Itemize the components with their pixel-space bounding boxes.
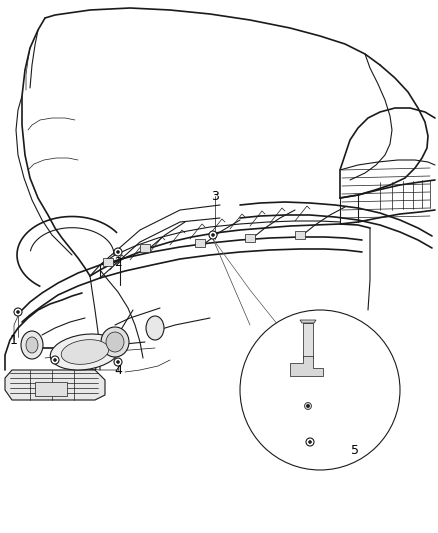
Ellipse shape xyxy=(61,340,109,365)
Polygon shape xyxy=(295,231,305,239)
Ellipse shape xyxy=(50,334,120,370)
Text: 2: 2 xyxy=(114,255,122,269)
Circle shape xyxy=(209,231,217,239)
Ellipse shape xyxy=(106,332,124,352)
Polygon shape xyxy=(5,370,105,400)
Text: 5: 5 xyxy=(351,443,359,456)
Circle shape xyxy=(114,248,122,256)
Circle shape xyxy=(306,438,314,446)
Circle shape xyxy=(53,359,57,361)
Circle shape xyxy=(307,405,310,408)
Polygon shape xyxy=(300,320,316,323)
Circle shape xyxy=(309,441,311,443)
Ellipse shape xyxy=(146,316,164,340)
Polygon shape xyxy=(290,356,323,376)
Circle shape xyxy=(304,402,311,409)
Circle shape xyxy=(17,311,19,313)
Circle shape xyxy=(212,233,214,237)
Text: 1: 1 xyxy=(10,334,18,346)
Circle shape xyxy=(240,310,400,470)
Polygon shape xyxy=(245,234,255,242)
Ellipse shape xyxy=(26,337,38,353)
Circle shape xyxy=(51,356,59,364)
Polygon shape xyxy=(140,244,150,252)
Ellipse shape xyxy=(101,327,129,357)
Polygon shape xyxy=(103,258,113,266)
Text: 4: 4 xyxy=(114,364,122,376)
Circle shape xyxy=(117,361,120,364)
Bar xyxy=(303,323,313,358)
Circle shape xyxy=(117,251,120,253)
Circle shape xyxy=(114,358,122,366)
Circle shape xyxy=(14,308,22,316)
Ellipse shape xyxy=(21,331,43,359)
Bar xyxy=(35,382,67,396)
Text: 3: 3 xyxy=(211,190,219,203)
Polygon shape xyxy=(195,239,205,247)
